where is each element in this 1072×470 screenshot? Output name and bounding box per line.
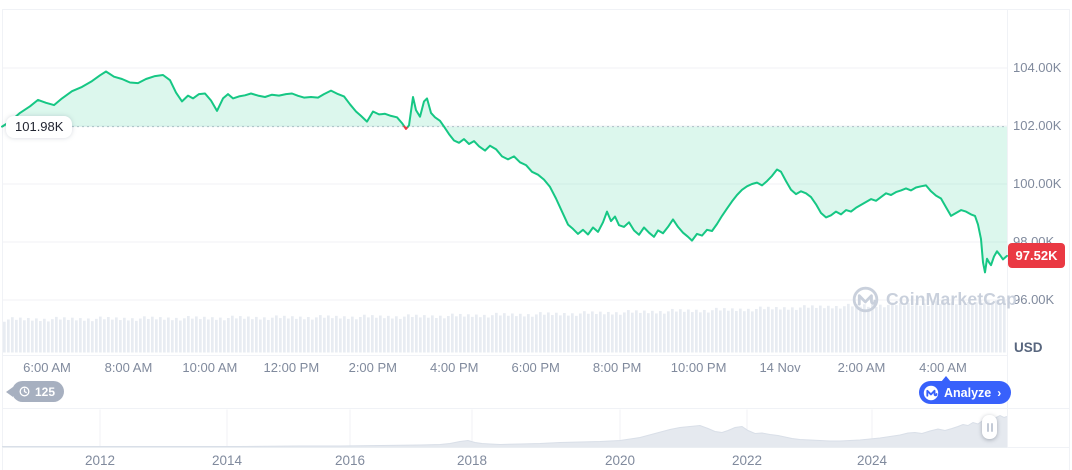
x-axis-label: 10:00 AM <box>182 360 238 375</box>
year-label: 2024 <box>856 453 888 468</box>
x-axis-label: 12:00 PM <box>263 360 320 375</box>
area-up <box>2 71 405 127</box>
history-badge-pointer <box>6 386 13 397</box>
open-price-label: 101.98K <box>6 116 73 138</box>
x-axis-label: 2:00 PM <box>348 360 398 375</box>
y-axis-label: 100.00K <box>1013 176 1062 191</box>
year-label: 2016 <box>334 453 366 468</box>
mini-area <box>2 415 1007 448</box>
mini-area-top-edge <box>2 414 1008 447</box>
mini-timeline <box>2 409 1008 448</box>
x-axis-label: 10:00 PM <box>670 360 727 375</box>
price-line-up <box>407 96 1008 274</box>
x-axis-label: 2:00 AM <box>837 360 886 375</box>
x-axis-label: 8:00 PM <box>592 360 642 375</box>
area-up <box>408 97 1007 273</box>
x-axis-label: 4:00 AM <box>919 360 967 375</box>
x-axis-label: 14 Nov <box>759 360 801 375</box>
year-label: 2022 <box>731 453 763 468</box>
clock-history-icon <box>19 386 30 397</box>
scrubber-grip <box>990 422 993 432</box>
history-count: 125 <box>35 384 56 399</box>
y-axis-unit: USD <box>1014 340 1043 355</box>
y-axis-label: 96.00K <box>1013 292 1055 307</box>
analyze-label: Analyze <box>944 385 992 400</box>
analyze-chevron-icon: › <box>997 385 1002 400</box>
analyze-logo-icon <box>923 385 939 400</box>
year-label: 2014 <box>211 453 243 468</box>
current-price-badge: 97.52K <box>1008 243 1065 268</box>
y-axis-label: 104.00K <box>1013 60 1062 75</box>
x-axis-label: 4:00 PM <box>430 360 479 375</box>
year-label: 2018 <box>456 453 488 468</box>
year-label: 2012 <box>84 453 116 468</box>
price-line-down <box>403 125 409 130</box>
timeline-scrubber-handle[interactable] <box>982 415 997 439</box>
x-axis-label: 6:00 AM <box>23 360 71 375</box>
scrubber-grip <box>986 422 989 432</box>
price-line-up <box>1 70 406 128</box>
history-count-badge[interactable]: 125 <box>6 381 65 402</box>
price-line <box>1 70 1008 274</box>
x-axis-label: 6:00 PM <box>511 360 560 375</box>
analyze-button[interactable]: Analyze › <box>919 376 1012 404</box>
y-axis-label: 102.00K <box>1013 118 1062 133</box>
year-label: 2020 <box>604 453 636 468</box>
x-axis-label: 8:00 AM <box>104 360 153 375</box>
analyze-button-pointer <box>941 376 951 382</box>
volume-bars <box>3 299 1006 353</box>
